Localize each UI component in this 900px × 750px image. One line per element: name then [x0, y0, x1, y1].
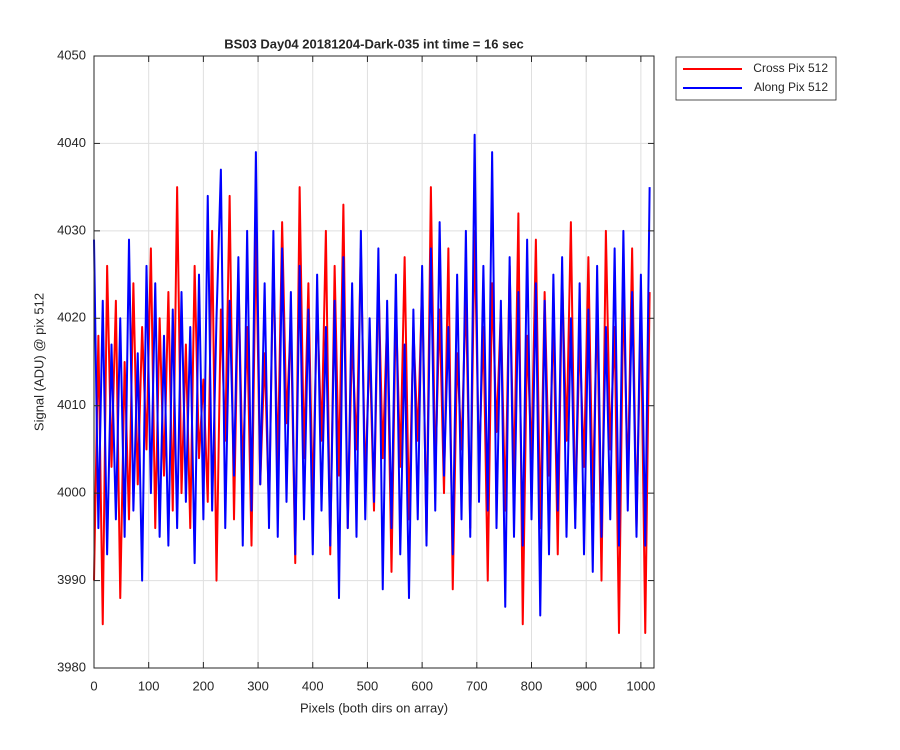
legend-label: Along Pix 512	[754, 80, 828, 94]
legend-label: Cross Pix 512	[753, 61, 828, 75]
x-tick-label: 900	[575, 678, 597, 693]
x-tick-label: 800	[521, 678, 543, 693]
x-tick-label: 300	[247, 678, 269, 693]
x-tick-label: 600	[411, 678, 433, 693]
x-tick-label: 400	[302, 678, 324, 693]
axes-box	[93, 55, 655, 669]
ticks: 0 100 200 300 400 500 600 700 800 900 1000 3980 3990…	[57, 47, 655, 693]
y-tick-label: 4010	[57, 397, 86, 412]
data-line	[93, 133, 651, 617]
x-tick-label: 700	[466, 678, 488, 693]
y-tick-label: 4030	[57, 222, 86, 237]
y-tick-label: 4040	[57, 135, 86, 150]
x-axis-label: Pixels (both dirs on array)	[300, 700, 448, 715]
x-tick-label: 500	[357, 678, 379, 693]
y-tick-label: 4000	[57, 485, 86, 500]
lines	[93, 133, 651, 635]
x-tick-label: 0	[90, 678, 97, 693]
x-tick-label: 1000	[626, 678, 655, 693]
legend: Cross Pix 512 Along Pix 512	[675, 56, 837, 101]
y-tick-label: 3980	[57, 659, 86, 674]
y-tick-label: 3990	[57, 572, 86, 587]
y-tick-label: 4050	[57, 47, 86, 62]
y-axis-label: Signal (ADU) @ pix 512	[31, 293, 46, 431]
legend-box	[675, 56, 837, 101]
y-tick-label: 4020	[57, 310, 86, 325]
chart-title: BS03 Day04 20181204-Dark-035 int time = …	[224, 36, 524, 51]
x-tick-label: 200	[193, 678, 215, 693]
x-tick-label: 100	[138, 678, 160, 693]
